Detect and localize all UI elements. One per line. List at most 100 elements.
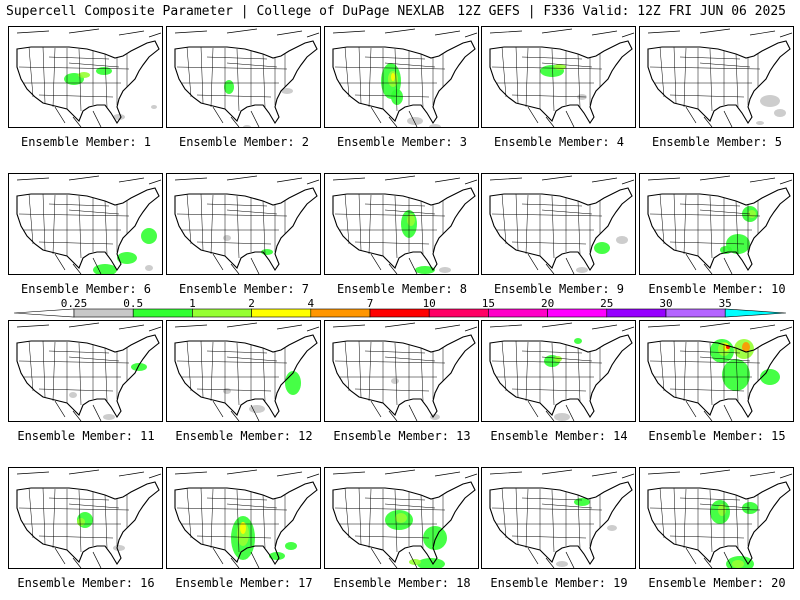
state-border [42,46,46,104]
state-border [52,47,56,108]
state-border [699,356,751,362]
mexico-border [54,400,102,421]
state-border [344,487,350,539]
state-border [18,507,130,511]
mexico-border [527,106,575,127]
scp-contour [77,518,85,526]
mexico-border [370,400,418,421]
state-border [104,53,108,108]
state-border [669,535,745,539]
ensemble-member-label: Ensemble Member: 10 [648,282,786,296]
ensemble-member-label: Ensemble Member: 12 [175,429,313,443]
state-border [78,489,82,553]
ensemble-map-panel [639,467,794,569]
ensemble-member-label: Ensemble Member: 16 [17,576,155,590]
state-border [104,200,108,255]
state-border [226,503,278,509]
state-border [176,66,288,70]
country-outline [174,40,318,125]
state-border [196,535,272,539]
ensemble-member-label: Ensemble Member: 3 [336,135,468,149]
scp-contour [594,242,610,254]
state-border [48,203,110,207]
state-border [344,46,350,98]
scp-contour [742,342,750,352]
state-border [42,487,46,545]
mexico-border [54,253,102,274]
state-border [68,62,120,68]
canada-coast [332,28,478,38]
scp-contour [756,121,764,125]
ensemble-member-label: Ensemble Member: 14 [490,429,628,443]
state-border [186,340,192,392]
state-border [354,388,430,392]
state-border [28,193,34,245]
scp-contour [576,267,588,273]
scp-contour [407,214,415,226]
country-outline [332,481,476,566]
mexico-border [212,253,260,274]
state-border [176,213,288,217]
state-border [384,356,436,362]
state-border [186,487,192,539]
state-border [420,347,424,402]
state-border [104,347,108,402]
state-border [354,241,430,245]
canada-coast [647,469,793,479]
state-border [200,487,204,545]
state-border [541,209,593,215]
state-border [200,193,204,251]
ensemble-map-panel [8,26,163,128]
state-border [735,494,739,549]
state-border [48,56,110,60]
state-border [176,507,288,511]
state-border [210,341,214,402]
colorbar-bin [73,308,134,318]
mexico-border [527,547,575,568]
state-border [384,503,436,509]
state-border [48,350,110,354]
canada-coast [174,469,320,479]
scp-contour [141,228,157,244]
mexico-border [685,400,733,421]
ensemble-map-panel [166,173,321,275]
canada-coast [647,175,793,185]
state-border [334,213,446,217]
state-border [48,497,110,501]
canada-coast [16,28,162,38]
country-outline [647,187,791,272]
state-border [683,488,687,549]
ensemble-member-label: Ensemble Member: 15 [648,429,786,443]
state-border [659,340,665,392]
ensemble-member-label: Ensemble Member: 7 [178,282,310,296]
state-border [52,488,56,549]
ensemble-map-panel [324,467,479,569]
scp-contour [429,124,441,127]
state-border [52,194,56,255]
state-border [104,494,108,549]
colorbar-bin [428,308,489,318]
ensemble-map-panel [166,320,321,422]
colorbar-bin [665,308,726,318]
scp-contour [760,95,780,107]
state-border [334,66,446,70]
scp-contour [556,561,568,567]
state-border [368,194,372,255]
scp-contour [395,513,407,523]
state-border [384,209,436,215]
colorbar-tick-label: 15 [481,297,496,310]
ensemble-member-label: Ensemble Member: 17 [175,576,313,590]
state-border [226,62,278,68]
canada-coast [489,28,635,38]
state-border [394,342,398,406]
state-border [364,497,426,501]
state-border [206,56,268,60]
scp-contour [417,558,445,568]
state-border [420,494,424,549]
colorbar-tick-label: 30 [659,297,673,310]
state-border [210,47,214,108]
state-border [78,195,82,259]
state-border [669,94,745,98]
state-border [673,487,677,545]
country-outline [489,334,633,419]
